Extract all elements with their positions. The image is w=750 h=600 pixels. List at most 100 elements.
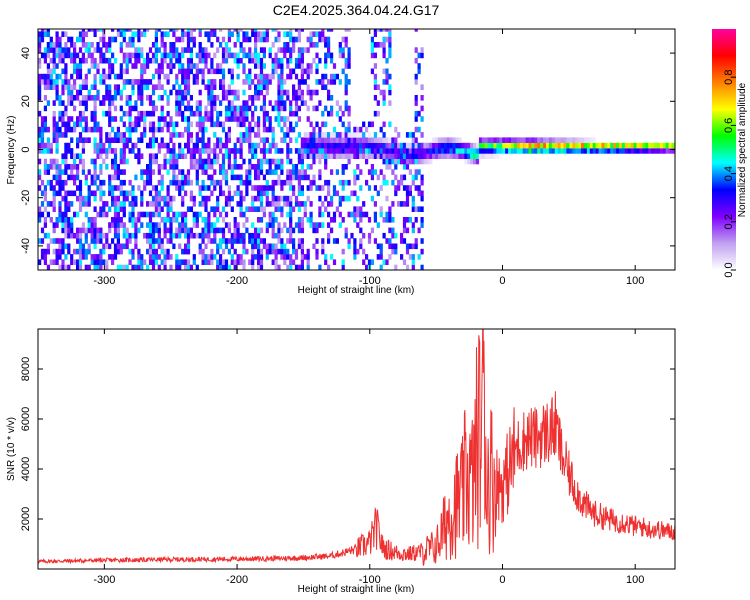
spectrogram-cell <box>186 31 191 37</box>
spectrogram-cell <box>137 254 141 260</box>
spectrogram-cell <box>128 29 132 32</box>
spectrogram-cell <box>353 238 357 244</box>
spectrogram-cell <box>64 68 68 75</box>
spectrogram-cell <box>38 95 42 101</box>
spectrogram-cell <box>227 195 231 202</box>
spectrogram-cell <box>359 211 363 218</box>
spectrogram-cell <box>119 68 123 75</box>
spectrogram-cell <box>84 201 88 207</box>
spectrogram-cell <box>353 126 357 133</box>
spectrogram-cell <box>286 89 290 96</box>
spectrogram-cell <box>113 73 118 80</box>
spectrogram-cell <box>621 142 626 149</box>
spectrogram-cell <box>347 57 351 64</box>
spectrogram-cell <box>146 63 150 69</box>
spectrogram-cell <box>300 201 304 207</box>
spectrogram-cell <box>140 100 144 106</box>
spectrogram-cell <box>528 148 532 154</box>
spectrogram-cell <box>227 185 231 191</box>
spectrogram-cell <box>157 116 161 122</box>
spectrogram-cell <box>210 190 214 197</box>
spectrogram-cell <box>128 259 132 265</box>
spectrogram-cell <box>268 142 272 149</box>
spectrogram-cell <box>102 31 106 37</box>
spectrogram-cell <box>268 248 272 255</box>
spectrogram-cell <box>81 42 85 48</box>
spectrogram-cell <box>408 185 412 191</box>
spectrogram-cell <box>43 190 47 197</box>
spectrogram-cell <box>662 148 666 154</box>
spectrogram-cell <box>213 148 217 154</box>
spectrogram-cell <box>511 148 515 154</box>
spectrogram-cell <box>40 190 45 197</box>
spectrogram-cell <box>67 116 71 122</box>
spectrogram-cell <box>537 148 541 154</box>
spectrogram-cell <box>257 190 261 197</box>
spectrogram-cell <box>172 121 176 128</box>
spectrogram-cell <box>385 68 389 75</box>
spectrogram-cell <box>221 89 226 96</box>
spectrogram-cell <box>379 148 383 154</box>
spectrogram-cell <box>315 42 319 48</box>
spectrogram-cell <box>274 148 278 154</box>
spectrogram-cell <box>289 31 293 37</box>
colorbar: 0.00.20.40.60.8 Normalized spectral ampl… <box>712 29 748 278</box>
spectrogram-cell <box>277 179 281 186</box>
spectrogram-cell <box>417 126 421 133</box>
spectrogram-cell <box>262 158 266 165</box>
spectrogram-cell <box>122 169 126 175</box>
spectrogram-cell <box>105 110 109 117</box>
spectrogram-cell <box>318 169 322 175</box>
spectrogram-cell <box>166 142 170 149</box>
spectrogram-cell <box>189 105 193 112</box>
spectrogram-cell <box>116 29 120 32</box>
spectrogram-cell <box>379 264 383 270</box>
spectrogram-cell <box>376 243 380 250</box>
spectrogram-cell <box>169 227 173 234</box>
spectrogram-cell <box>46 84 50 90</box>
spectrogram-cell <box>502 148 506 154</box>
spectrogram-cell <box>178 36 182 43</box>
spectrogram-cell <box>262 185 266 191</box>
spectrogram-cell <box>134 153 138 159</box>
spectrogram-cell <box>455 142 459 149</box>
spectrogram-cell <box>262 100 266 106</box>
spectrogram-cell <box>324 137 328 143</box>
spectrogram-cell <box>280 254 284 260</box>
spectrogram-cell <box>294 95 299 101</box>
spectrogram-cell <box>157 73 161 80</box>
spectrogram-cell <box>528 137 532 143</box>
spectrogram-cell <box>157 211 161 218</box>
spectrogram-cell <box>67 36 71 43</box>
spectrogram-cell <box>330 201 334 207</box>
spectrogram-cell <box>64 195 68 202</box>
spectrogram-cell <box>96 95 100 101</box>
spectrogram-cell <box>367 169 372 175</box>
spectrogram-cell <box>154 158 158 165</box>
spectrogram-cell <box>154 201 158 207</box>
spectrogram-cell <box>131 254 135 260</box>
spectrogram-cell <box>131 121 135 128</box>
spectrogram-cell <box>627 142 631 149</box>
spectrogram-cell <box>40 148 45 154</box>
spectrogram-cell <box>347 179 351 186</box>
spectrogram-cell <box>259 259 264 265</box>
spectrogram-cell <box>61 169 65 175</box>
spectrogram-cell <box>189 264 193 270</box>
spectrogram-cell <box>52 195 56 202</box>
spectrogram-cell <box>38 110 42 117</box>
spectrogram-cell <box>224 47 229 53</box>
spectrogram-cell <box>370 153 374 159</box>
spectrogram-cell <box>154 185 158 191</box>
spectrogram-cell <box>216 121 220 128</box>
spectrogram-cell <box>402 142 407 149</box>
spectrogram-cell <box>297 264 301 270</box>
spectrogram-cell <box>184 95 188 101</box>
spectrogram-cell <box>382 36 386 43</box>
spectrogram-cell <box>338 79 342 85</box>
spectrogram-cell <box>213 254 217 260</box>
spectrogram-cell <box>417 190 421 197</box>
spectrogram-cell <box>58 73 62 80</box>
spectrogram-cell <box>46 52 50 59</box>
spectrogram-cell <box>93 110 97 117</box>
